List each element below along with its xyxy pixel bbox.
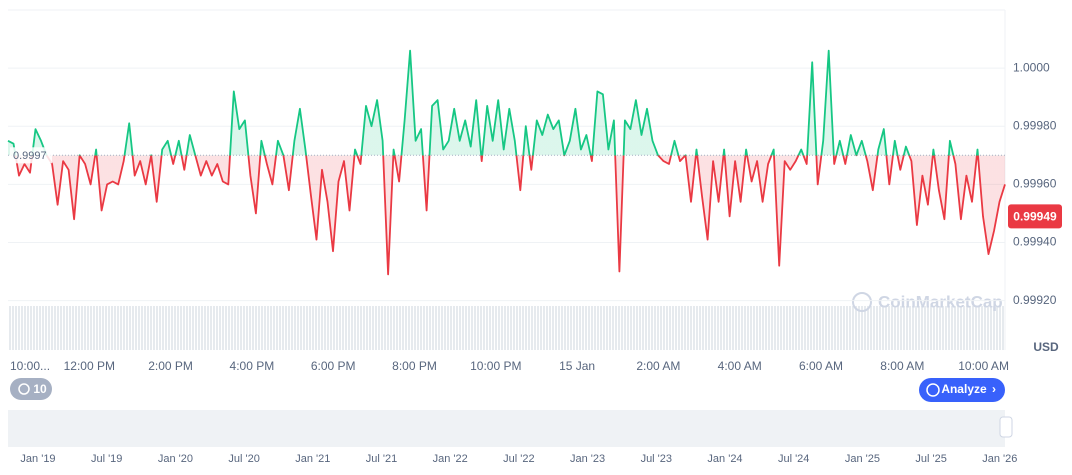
navigator-label: Jul '22 (503, 453, 534, 465)
area (8, 50, 1005, 275)
watermark: CoinMarketCap (878, 292, 1003, 311)
navigator-handle[interactable] (999, 416, 1013, 438)
baseline-label: 0.9997 (13, 150, 47, 162)
current-price-label: 0.99949 (1013, 209, 1057, 223)
baseline-label-box (10, 147, 52, 164)
navigator-label: Jul '25 (915, 453, 946, 465)
chevron: › (992, 382, 996, 396)
x-tick-label: 6:00 AM (799, 359, 843, 373)
x-tick-label: 8:00 AM (880, 359, 924, 373)
navigator-label: Jan '25 (845, 453, 880, 465)
analyze-button[interactable]: Analyze › (919, 378, 1005, 402)
x-tick-label: 8:00 PM (392, 359, 437, 373)
navigator-label: Jan '19 (20, 453, 55, 465)
analyze-label: Analyze (941, 382, 987, 396)
y-tick-label: 0.99940 (1013, 235, 1057, 249)
volume-bars (8, 306, 1005, 350)
x-tick-label: 15 Jan (559, 359, 595, 373)
y-tick-label: 1.0000 (1013, 60, 1050, 74)
currency-label: USD (1033, 340, 1059, 354)
x-tick-label: 10:00 PM (470, 359, 521, 373)
navigator-label: Jan '22 (433, 453, 468, 465)
price-line (7, 49, 1006, 276)
navigator-label: Jul '24 (778, 453, 809, 465)
x-tick-label: 12:00 PM (64, 359, 115, 373)
y-tick-label: 0.99920 (1013, 293, 1057, 307)
navigator-label: Jan '26 (982, 453, 1017, 465)
navigator-label: Jan '24 (707, 453, 742, 465)
y-tick-label: 0.99980 (1013, 118, 1057, 132)
navigator (8, 410, 1005, 447)
x-tick-label: 2:00 AM (636, 359, 680, 373)
current-price-box (1008, 204, 1062, 229)
x-tick-label: 2:00 PM (148, 359, 193, 373)
navigator-label: Jul '20 (228, 453, 259, 465)
navigator-label: Jul '21 (366, 453, 397, 465)
history-button[interactable]: 10 (10, 378, 52, 400)
x-tick-label: 10:00... (10, 359, 50, 373)
y-tick-label: 0.99960 (1013, 177, 1057, 191)
x-tick-label: 6:00 PM (311, 359, 356, 373)
x-tick-label: 4:00 PM (230, 359, 275, 373)
navigator-label: Jan '21 (295, 453, 330, 465)
navigator-label: Jan '23 (570, 453, 605, 465)
x-tick-label: 10:00 AM (958, 359, 1009, 373)
navigator-label: Jul '23 (641, 453, 672, 465)
x-tick-label: 4:00 AM (718, 359, 762, 373)
navigator-label: Jan '20 (158, 453, 193, 465)
watermark-logo (852, 292, 872, 312)
history-label: 10 (33, 382, 47, 396)
navigator-label: Jul '19 (91, 453, 122, 465)
